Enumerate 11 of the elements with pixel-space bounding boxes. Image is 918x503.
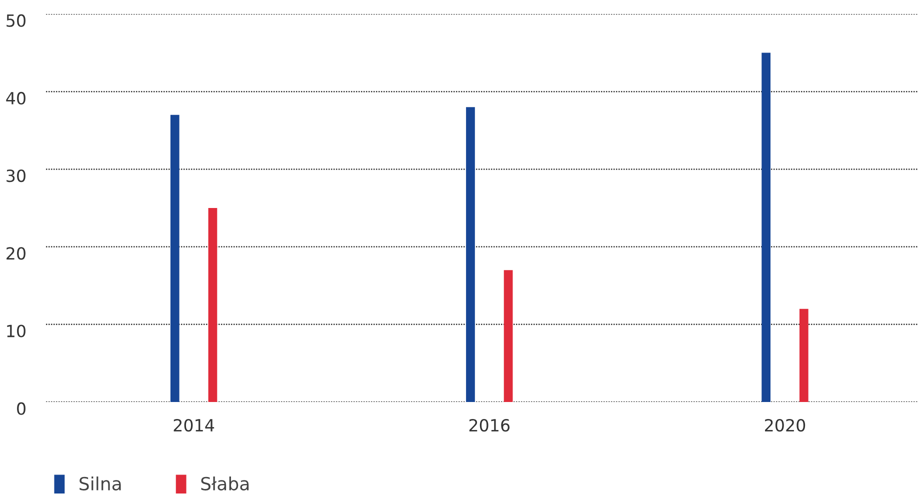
legend-label: Silna (80, 476, 121, 490)
y-tick-label: 10 (7, 324, 26, 338)
x-tick-label: 2020 (764, 418, 806, 432)
y-tick-label: 0 (17, 402, 26, 415)
x-tick-label: 2016 (469, 418, 510, 432)
y-tick-label: 30 (6, 169, 26, 182)
legend-label: Słaba (201, 476, 249, 490)
x-tick-label: 2014 (174, 418, 214, 432)
y-tick-label: 40 (6, 92, 26, 104)
y-tick-label: 50 (6, 14, 26, 27)
y-tick-label: 20 (6, 247, 26, 260)
